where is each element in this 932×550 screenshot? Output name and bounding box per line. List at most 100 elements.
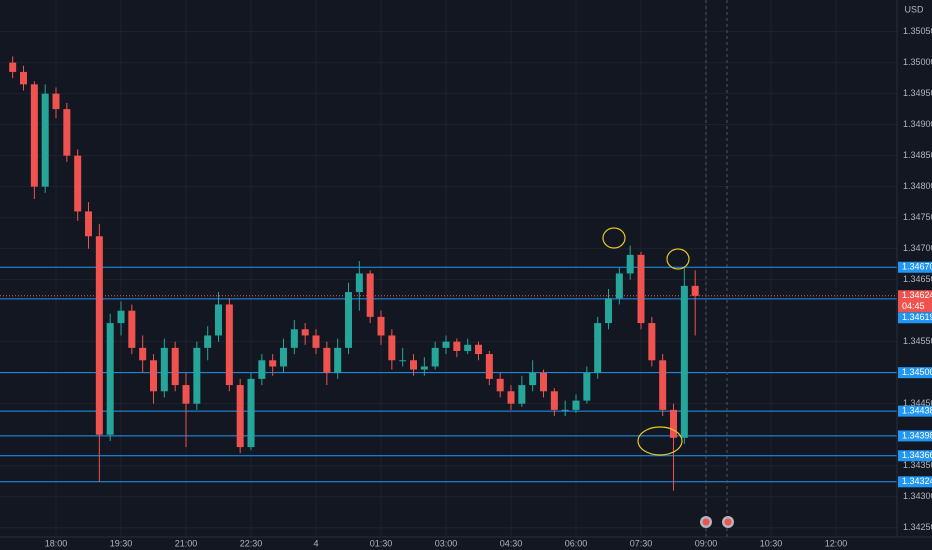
candle-body — [464, 344, 472, 351]
candle-body — [171, 347, 179, 386]
candle-body — [345, 292, 353, 348]
candle-body — [117, 310, 125, 324]
candle-body — [160, 347, 168, 392]
x-tick-label: 03:00 — [435, 538, 458, 548]
candle-body — [204, 335, 212, 348]
highlight-circle — [666, 248, 690, 270]
candle-body — [507, 391, 515, 404]
candle-body — [475, 344, 483, 355]
y-tick-label: 1.34650 — [903, 274, 932, 284]
price-tag-label: 1.34398 — [902, 430, 932, 440]
x-tick-label: 04:30 — [500, 538, 523, 548]
candle-body — [529, 372, 537, 386]
y-tick-label: 1.34550 — [903, 336, 932, 346]
candle-body — [20, 71, 28, 85]
candle-body — [258, 360, 266, 379]
x-tick-label: 18:00 — [45, 538, 68, 548]
candle-body — [572, 400, 580, 410]
candle-body — [74, 155, 82, 212]
candle-body — [85, 211, 93, 237]
event-icons[interactable] — [700, 516, 734, 528]
candle-body — [410, 360, 418, 370]
candle-body — [52, 93, 60, 110]
price-tag-box — [898, 476, 932, 488]
candle-body — [680, 285, 688, 438]
candle-body — [670, 409, 678, 438]
x-tick-label: 22:30 — [240, 538, 263, 548]
levels — [0, 266, 897, 483]
y-tick-label: 1.34700 — [903, 243, 932, 253]
candle-body — [366, 273, 374, 317]
candle-body — [247, 378, 255, 448]
y-tick-label: 1.35000 — [903, 57, 932, 67]
price-tag: 1.34324 — [898, 476, 932, 488]
candle-body — [691, 285, 699, 296]
candle-body — [301, 329, 309, 336]
highlight-circle — [602, 227, 626, 249]
price-tag: 1.34500 — [898, 367, 932, 379]
candle-body — [269, 360, 277, 367]
candle-body — [518, 385, 526, 404]
countdown-label: 04:45 — [902, 301, 925, 311]
price-tag-label: 1.34324 — [902, 476, 932, 486]
candle-body — [355, 273, 363, 293]
event-icon-dot — [702, 518, 710, 526]
candle-body — [106, 323, 114, 435]
candle-body — [290, 329, 298, 348]
y-tick-label: 1.34300 — [903, 491, 932, 501]
candle-body — [583, 372, 591, 401]
candle-body — [615, 273, 623, 299]
candle-body — [334, 347, 342, 373]
candle-body — [95, 236, 103, 435]
x-tick-label: 21:00 — [175, 538, 198, 548]
candle-body — [41, 93, 49, 187]
candle-body — [280, 347, 288, 367]
x-tick-label: 06:00 — [565, 538, 588, 548]
x-tick-label: 4 — [314, 538, 319, 548]
price-tag-box — [898, 367, 932, 379]
candle-body — [323, 347, 331, 373]
candle-body — [215, 304, 223, 336]
candle-body — [420, 366, 428, 370]
axes: 1.35050 1.35000 1.34950 1.34900 1.34850 1.348… — [45, 26, 932, 548]
price-tag-label: 1.34500 — [902, 367, 932, 377]
candle-body — [225, 304, 233, 386]
candle-body — [496, 378, 504, 392]
x-tick-label: 01:30 — [370, 538, 393, 548]
candle-body — [139, 347, 147, 361]
x-tick-label: 10:30 — [760, 538, 783, 548]
event-icon-dot — [724, 518, 732, 526]
candle-body — [399, 360, 407, 362]
candle-body — [648, 323, 656, 361]
y-tick-label: 1.34350 — [903, 460, 932, 470]
price-tag: 1.34366 — [898, 450, 932, 462]
price-tag-box — [898, 430, 932, 442]
candle-body — [63, 109, 71, 156]
price-tag-label: 1.34624 — [902, 290, 932, 300]
candle-body — [637, 254, 645, 324]
y-tick-label: 1.34450 — [903, 398, 932, 408]
candle-body — [594, 323, 602, 373]
price-tag-label: 1.34670 — [902, 262, 932, 272]
price-tag-label: 1.34438 — [902, 405, 932, 415]
y-tick-label: 1.34900 — [903, 119, 932, 129]
price-tag-box — [898, 312, 932, 324]
currency-label: USD — [904, 4, 924, 14]
x-tick-label: 19:30 — [110, 538, 133, 548]
candle-body — [128, 310, 136, 348]
candle-body — [236, 385, 244, 448]
y-tick-label: 1.34950 — [903, 88, 932, 98]
candle-body — [377, 316, 385, 336]
y-tick-label: 1.34800 — [903, 181, 932, 191]
candle-body — [9, 62, 17, 72]
y-tick-label: 1.34250 — [903, 522, 932, 532]
price-tag-box — [898, 450, 932, 462]
x-tick-label: 09:00 — [695, 538, 718, 548]
candle-body — [626, 254, 634, 274]
price-tag: 1.34438 — [898, 405, 932, 417]
candle-body — [605, 298, 613, 324]
candle-body — [561, 409, 569, 411]
